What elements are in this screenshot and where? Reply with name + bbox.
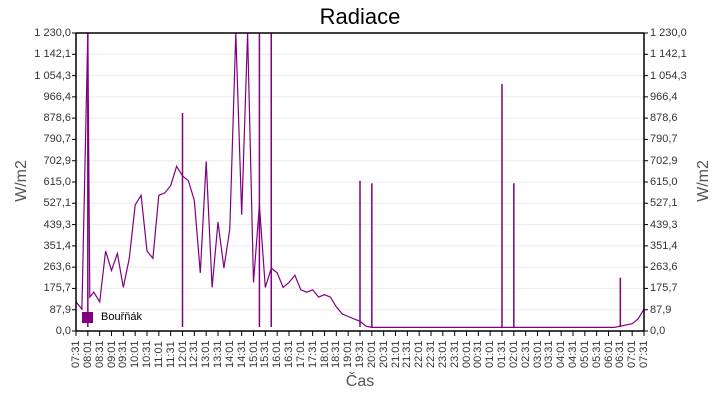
y-tick-label: 351,4 xyxy=(43,239,71,252)
y-axis-label-left: W/m2 xyxy=(13,160,30,202)
x-tick-label: 03:31 xyxy=(543,340,556,368)
y-tick-label: 790,7 xyxy=(650,133,678,146)
x-tick-label: 00:31 xyxy=(472,340,485,368)
x-tick-label: 15:31 xyxy=(259,340,272,368)
y-tick-label: 263,6 xyxy=(650,261,678,274)
x-tick-label: 06:01 xyxy=(602,340,615,368)
y-tick-label: 1 142,1 xyxy=(650,48,687,61)
y-tick-label: 1 054,3 xyxy=(34,69,71,82)
x-tick-label: 03:01 xyxy=(531,340,544,368)
x-tick-label: 02:01 xyxy=(507,340,520,368)
x-tick-label: 00:01 xyxy=(460,340,473,368)
y-tick-label: 527,1 xyxy=(650,197,678,210)
y-tick-label: 0,0 xyxy=(650,325,666,337)
x-tick-label: 05:01 xyxy=(578,340,591,368)
x-tick-label: 12:01 xyxy=(176,340,189,368)
y-tick-label: 351,4 xyxy=(650,239,678,252)
x-tick-label: 21:01 xyxy=(389,340,402,368)
legend-swatch xyxy=(82,311,93,323)
x-tick-label: 07:01 xyxy=(626,340,639,368)
y-tick-label: 263,6 xyxy=(43,261,71,274)
y-axis-label-right: W/m2 xyxy=(695,160,712,202)
x-tick-label: 16:31 xyxy=(283,340,295,368)
y-tick-label: 966,4 xyxy=(650,90,678,103)
y-tick-label: 175,7 xyxy=(43,282,71,295)
y-tick-label: 439,3 xyxy=(43,218,71,231)
x-tick-label: 05:31 xyxy=(590,340,603,368)
x-tick-label: 07:31 xyxy=(70,340,82,368)
x-tick-label: 13:31 xyxy=(212,340,224,368)
x-tick-label: 12:31 xyxy=(188,340,201,368)
x-tick-label: 04:01 xyxy=(555,340,568,368)
x-tick-label: 11:01 xyxy=(152,341,165,368)
x-tick-label: 07:31 xyxy=(638,340,650,368)
y-tick-label: 702,9 xyxy=(650,154,678,167)
y-tick-label: 615,0 xyxy=(650,176,678,188)
x-tick-label: 23:01 xyxy=(436,340,449,368)
x-tick-label: 14:31 xyxy=(235,340,248,368)
x-tick-label: 01:31 xyxy=(496,340,508,368)
x-tick-label: 18:01 xyxy=(318,340,331,368)
y-tick-label: 0,0 xyxy=(55,325,71,337)
x-tick-label: 09:31 xyxy=(117,340,130,368)
x-tick-label: 11:31 xyxy=(164,341,177,368)
x-tick-label: 02:31 xyxy=(519,340,532,368)
x-tick-label: 06:31 xyxy=(614,340,627,368)
x-tick-label: 20:31 xyxy=(377,340,390,368)
x-tick-label: 19:01 xyxy=(342,340,355,368)
y-tick-label: 615,0 xyxy=(43,176,71,188)
y-tick-label: 1 142,1 xyxy=(34,48,71,61)
y-tick-label: 878,6 xyxy=(43,112,71,125)
x-tick-label: 01:01 xyxy=(484,340,497,368)
legend-label: Bouřňák xyxy=(101,311,142,323)
x-tick-label: 13:01 xyxy=(200,340,213,368)
x-tick-label: 09:01 xyxy=(105,340,118,368)
y-tick-label: 439,3 xyxy=(650,218,678,231)
y-tick-label: 87,9 xyxy=(49,303,71,316)
x-tick-label: 18:31 xyxy=(330,340,343,368)
x-tick-label: 08:31 xyxy=(93,340,106,368)
x-tick-label: 19:31 xyxy=(354,340,366,368)
x-tick-label: 08:01 xyxy=(81,340,94,368)
y-tick-label: 527,1 xyxy=(43,197,71,210)
x-tick-label: 22:31 xyxy=(425,340,437,368)
y-tick-label: 87,9 xyxy=(650,303,672,316)
x-tick-label: 23:31 xyxy=(448,340,461,368)
chart-title: Radiace xyxy=(319,4,401,29)
x-tick-label: 16:01 xyxy=(271,340,284,368)
y-tick-label: 878,6 xyxy=(650,112,678,125)
x-tick-label: 20:01 xyxy=(365,340,378,368)
y-tick-label: 175,7 xyxy=(650,282,678,295)
x-tick-label: 15:01 xyxy=(247,340,260,368)
y-tick-label: 790,7 xyxy=(43,133,71,146)
x-tick-label: 10:01 xyxy=(129,340,142,368)
series-line xyxy=(75,32,645,328)
y-tick-label: 1 230,0 xyxy=(34,27,71,39)
x-axis-label: Čas xyxy=(345,373,375,390)
x-tick-label: 04:31 xyxy=(567,340,579,368)
y-tick-label: 1 054,3 xyxy=(650,69,687,82)
y-tick-label: 966,4 xyxy=(43,90,71,103)
y-tick-label: 1 230,0 xyxy=(650,27,687,39)
x-tick-label: 17:31 xyxy=(306,340,319,368)
x-tick-label: 22:01 xyxy=(413,340,426,368)
x-tick-label: 14:01 xyxy=(223,340,236,368)
y-tick-label: 702,9 xyxy=(43,154,71,167)
x-tick-label: 17:01 xyxy=(294,340,307,368)
x-tick-label: 10:31 xyxy=(141,340,153,368)
legend: Bouřňák xyxy=(82,311,142,323)
x-tick-label: 21:31 xyxy=(401,340,414,368)
